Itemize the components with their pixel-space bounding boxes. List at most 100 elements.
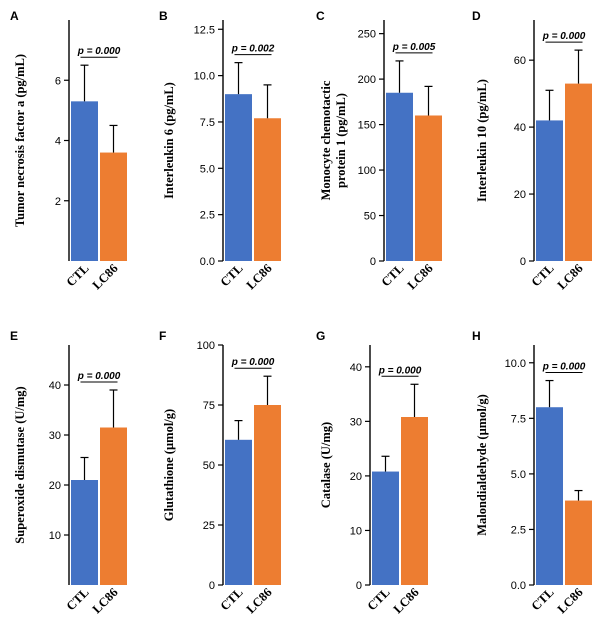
y-tick-label: 5.0 <box>511 469 526 481</box>
x-category-label: LC86 <box>391 585 422 616</box>
x-category-label: CTL <box>379 261 407 289</box>
y-tick-label: 30 <box>350 416 362 428</box>
panel-letter: F <box>159 329 166 343</box>
y-tick-label: 2.5 <box>511 524 526 536</box>
p-value-label: p = 0.000 <box>231 357 275 368</box>
x-category-label: LC86 <box>244 585 275 616</box>
y-axis-label: Catalase (U/mg) <box>319 422 333 508</box>
y-axis-label: Malondialdehyde (µmol/g) <box>475 394 489 536</box>
y-tick-label: 50 <box>364 211 376 223</box>
y-tick-label: 60 <box>514 55 526 67</box>
bar-ctl <box>225 439 252 585</box>
y-axis-label: Superoxide dismutase (U/mg) <box>13 386 27 543</box>
y-tick-label: 50 <box>203 460 215 472</box>
panel-letter: H <box>472 329 481 343</box>
y-tick-label: 0.0 <box>511 580 526 592</box>
y-axis-label: Tumor necrosis factor a (pg/mL) <box>13 54 27 227</box>
panel-letter: B <box>159 9 168 23</box>
bar-lc86 <box>565 83 592 261</box>
y-axis-label-line: protein 1 (pg/mL) <box>334 93 348 188</box>
x-category-label: LC86 <box>405 261 436 292</box>
bar-ctl <box>536 120 563 262</box>
panel-letter: A <box>10 9 19 23</box>
panel-letter: E <box>10 329 18 343</box>
x-category-label: LC86 <box>555 261 586 292</box>
bar-lc86 <box>100 427 127 585</box>
x-category-label: CTL <box>218 585 246 613</box>
y-tick-label: 100 <box>197 340 215 352</box>
y-tick-label: 0 <box>370 256 376 268</box>
y-tick-label: 20 <box>514 189 526 201</box>
y-tick-label: 40 <box>350 362 362 374</box>
y-tick-label: 40 <box>49 380 61 392</box>
panel-letter: G <box>316 329 325 343</box>
y-axis-label: Monocyte chemotacticprotein 1 (pg/mL) <box>319 80 348 200</box>
bar-ctl <box>386 92 413 261</box>
y-tick-label: 10.0 <box>194 71 215 83</box>
y-tick-label: 0.0 <box>200 256 215 268</box>
panel-a: A 2 4 6 Tumor necrosis factor a (pg/mL) CTLLC… <box>10 9 127 292</box>
x-category-label: LC86 <box>555 585 586 616</box>
p-value-label: p = 0.000 <box>542 362 586 373</box>
panel-letter: D <box>472 9 481 23</box>
x-category-label: CTL <box>365 585 393 613</box>
x-category-label: CTL <box>529 261 557 289</box>
y-tick-label: 30 <box>49 430 61 442</box>
bar-lc86 <box>401 417 428 585</box>
x-category-label: LC86 <box>90 261 121 292</box>
panel-c: C 0 50 100 150 200 250 Monocyte chemotacticprot… <box>316 9 442 292</box>
y-tick-label: 5.0 <box>200 163 215 175</box>
y-tick-label: 7.5 <box>511 413 526 425</box>
panel-letter: C <box>316 9 325 23</box>
bar-lc86 <box>254 405 281 585</box>
bar-lc86 <box>415 115 442 261</box>
y-tick-label: 40 <box>514 122 526 134</box>
x-category-label: CTL <box>64 261 92 289</box>
y-tick-label: 75 <box>203 400 215 412</box>
y-tick-label: 10 <box>49 530 61 542</box>
y-tick-label: 20 <box>350 471 362 483</box>
bar-ctl <box>225 94 252 262</box>
y-tick-label: 12.5 <box>194 24 215 36</box>
y-tick-label: 150 <box>358 120 376 132</box>
bar-lc86 <box>565 500 592 585</box>
y-tick-label: 0 <box>356 580 362 592</box>
y-tick-label: 2 <box>55 196 61 208</box>
bar-lc86 <box>254 118 281 261</box>
bar-lc86 <box>100 152 127 261</box>
y-axis-label: Glutathione (µmol/g) <box>162 409 176 521</box>
p-value-label: p = 0.000 <box>77 46 121 57</box>
p-value-label: p = 0.002 <box>231 44 275 55</box>
y-tick-label: 2.5 <box>200 210 215 222</box>
p-value-label: p = 0.000 <box>542 31 586 42</box>
panel-b: B 0.0 2.5 5.0 7.5 10.0 12.5 Interleukin 6 (pg/m… <box>159 9 281 292</box>
y-tick-label: 20 <box>49 480 61 492</box>
bar-ctl <box>536 407 563 585</box>
y-tick-label: 250 <box>358 29 376 41</box>
p-value-label: p = 0.000 <box>378 365 422 376</box>
y-tick-label: 25 <box>203 520 215 532</box>
bar-ctl <box>372 471 399 585</box>
y-tick-label: 10 <box>350 525 362 537</box>
y-tick-label: 0 <box>520 256 526 268</box>
bar-ctl <box>71 101 98 262</box>
x-category-label: CTL <box>529 585 557 613</box>
y-axis-label-line: Monocyte chemotactic <box>319 80 333 200</box>
y-tick-label: 4 <box>55 136 61 148</box>
y-tick-label: 0 <box>209 580 215 592</box>
y-tick-label: 6 <box>55 75 61 87</box>
x-category-label: CTL <box>218 261 246 289</box>
x-category-label: LC86 <box>244 261 275 292</box>
bar-ctl <box>71 480 98 585</box>
y-tick-label: 10.0 <box>505 358 526 370</box>
panel-e: E 10 20 30 40 Superoxide dismutase (U/mg) CTLL… <box>10 329 127 616</box>
y-axis-label: Interleukin 6 (pg/mL) <box>162 82 176 199</box>
p-value-label: p = 0.005 <box>392 42 436 53</box>
y-tick-label: 7.5 <box>200 117 215 129</box>
x-category-label: CTL <box>64 585 92 613</box>
y-tick-label: 100 <box>358 165 376 177</box>
y-axis-label: Interleukin 10 (pg/mL) <box>475 79 489 202</box>
